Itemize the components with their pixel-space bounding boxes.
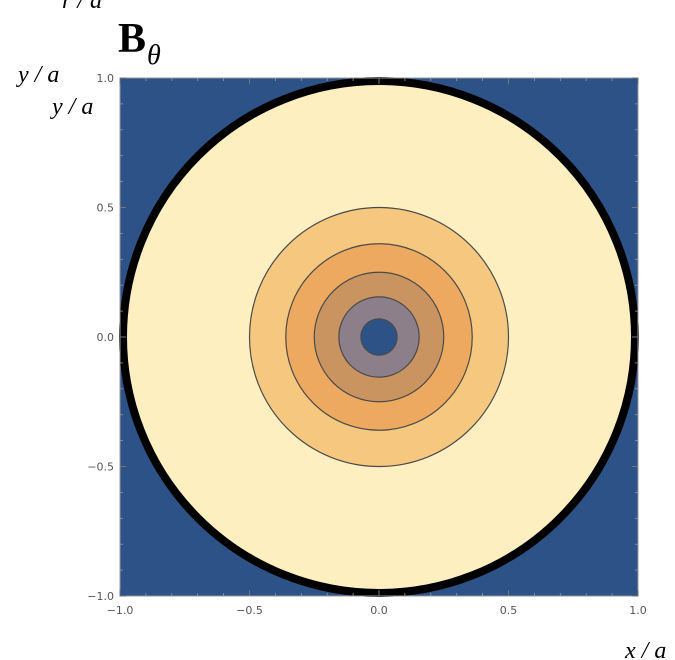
x-tick-label: 1.0 (629, 604, 647, 617)
x-axis-label: x / a (624, 638, 666, 660)
contour-level-5 (360, 318, 398, 356)
chart-title: B (118, 16, 146, 62)
chart-title-subscript: θ (147, 40, 161, 71)
partial-top-label: r / a (62, 0, 102, 14)
y-axis-label: y / a (16, 62, 59, 88)
x-tick-label: −1.0 (107, 604, 134, 617)
x-tick-label: −0.5 (236, 604, 263, 617)
x-tick-label: 0.0 (370, 604, 388, 617)
y-axis-label-secondary: y / a (50, 94, 93, 120)
plot-area (119, 77, 639, 597)
axis-ticks: −1.0 −0.5 0.0 0.5 1.0 −1.0 −0.5 0.0 0.5 1.0 (87, 72, 646, 617)
y-tick-label: 0.5 (97, 202, 115, 215)
y-tick-label: 1.0 (97, 72, 115, 85)
y-tick-label: −0.5 (87, 461, 114, 474)
y-tick-label: −1.0 (87, 590, 114, 603)
y-tick-label: 0.0 (97, 331, 115, 344)
x-tick-label: 0.5 (500, 604, 518, 617)
